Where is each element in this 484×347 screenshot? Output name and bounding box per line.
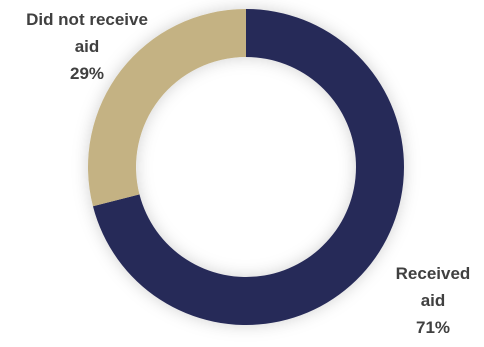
slice-label-did-not-receive-aid: Did not receive aid 29%: [4, 6, 170, 87]
donut-slice-received-aid: [92, 9, 404, 325]
label-line: aid: [74, 37, 100, 56]
label-line: Did not receive: [26, 10, 148, 29]
donut-slice-did-not-receive-aid: [87, 9, 246, 207]
value-label: 29%: [69, 64, 105, 83]
label-line: Received: [395, 264, 471, 283]
slice-label-received-aid: Received aid 71%: [384, 260, 482, 341]
label-line: aid: [420, 291, 446, 310]
value-label: 71%: [415, 318, 451, 337]
